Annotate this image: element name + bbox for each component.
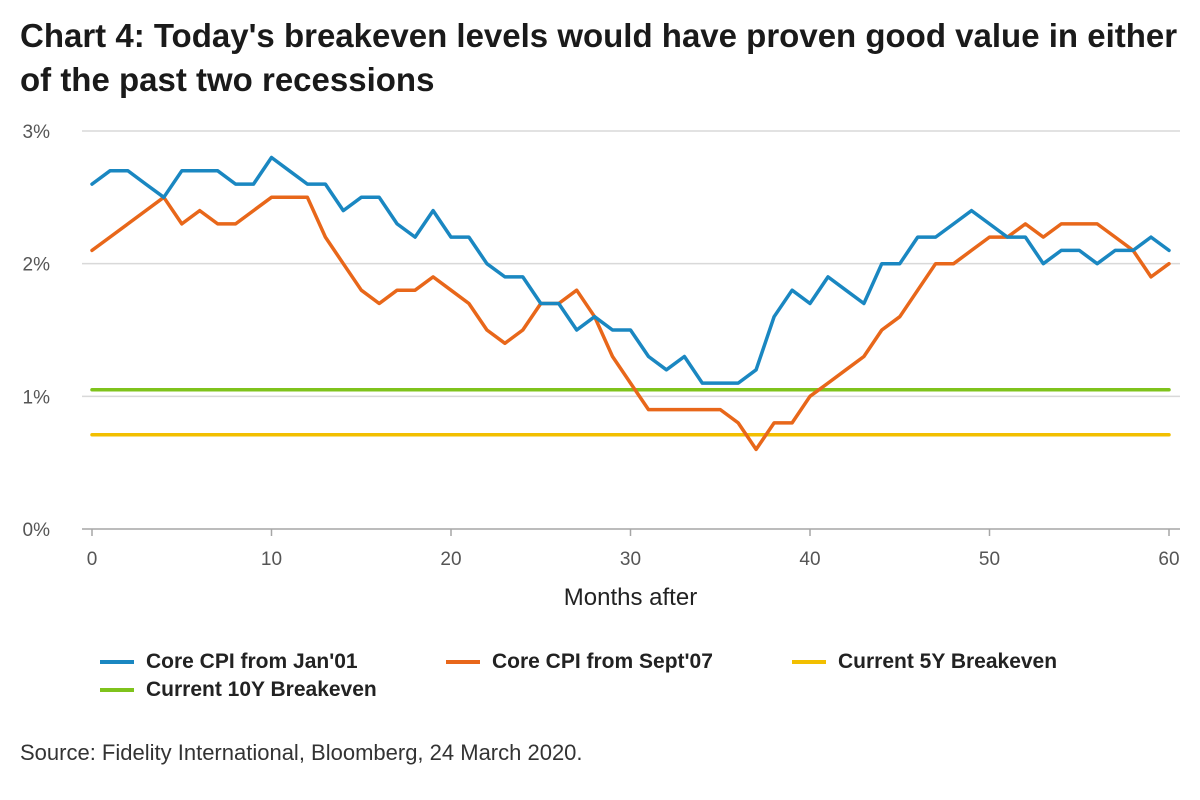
y-tick-label: 3%	[23, 122, 51, 143]
y-tick-label: 2%	[23, 255, 51, 276]
x-axis-title: Months after	[564, 584, 697, 611]
y-axis-tick-labels: 0% 1% 2% 3%	[23, 122, 51, 541]
legend-label-5y-breakeven: Current 5Y Breakeven	[838, 650, 1058, 673]
legend-item-5y-breakeven: Current 5Y Breakeven	[792, 648, 1057, 676]
legend-label-core-cpi-2007: Core CPI from Sept'07	[492, 650, 713, 673]
legend-label-10y-breakeven: Current 10Y Breakeven	[146, 678, 377, 701]
series-line-1	[90, 195, 1171, 452]
legend-item-core-cpi-2007: Core CPI from Sept'07	[446, 648, 713, 676]
x-axis: 0 10 20 30 40 50 60	[82, 528, 1180, 570]
y-tick-label: 0%	[23, 520, 51, 541]
series-line-0	[90, 155, 1171, 385]
series-lines	[90, 155, 1171, 452]
x-tick-label: 50	[979, 549, 1000, 570]
x-tick-label: 30	[620, 549, 641, 570]
source-note: Source: Fidelity International, Bloomber…	[20, 740, 583, 765]
y-tick-label: 1%	[23, 387, 51, 408]
legend-swatch-10y-breakeven	[100, 688, 134, 692]
legend-swatch-core-cpi-2001	[100, 660, 134, 664]
legend-swatch-5y-breakeven	[792, 660, 826, 664]
legend-swatch-core-cpi-2007	[446, 660, 480, 664]
x-tick-label: 0	[87, 549, 98, 570]
x-tick-label: 40	[799, 549, 820, 570]
legend-label-core-cpi-2001: Core CPI from Jan'01	[146, 650, 358, 673]
legend-item-core-cpi-2001: Core CPI from Jan'01	[100, 648, 358, 676]
chart-title: Chart 4: Today's breakeven levels would …	[20, 17, 1178, 98]
legend-item-10y-breakeven: Current 10Y Breakeven	[100, 676, 377, 704]
x-tick-label: 60	[1158, 549, 1179, 570]
x-tick-label: 20	[440, 549, 461, 570]
gridlines	[82, 130, 1180, 398]
x-tick-label: 10	[261, 549, 282, 570]
